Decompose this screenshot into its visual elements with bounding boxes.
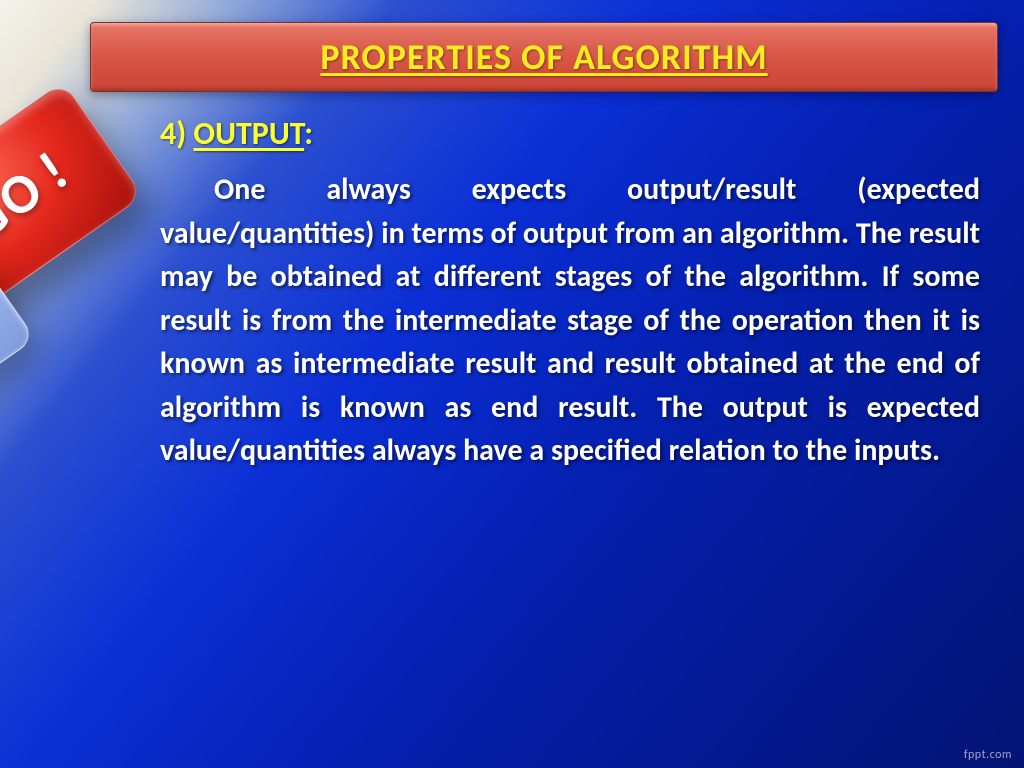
- section-heading: 4) OUTPUT:: [160, 114, 313, 153]
- watermark: fppt.com: [964, 748, 1012, 762]
- section-number: 4): [160, 114, 186, 153]
- title-banner: PROPERTIES OF ALGORITHM: [90, 22, 998, 92]
- go-text: GO: [0, 154, 58, 255]
- decor-key-blue-2: [0, 232, 36, 453]
- slide-title: PROPERTIES OF ALGORITHM: [320, 35, 767, 79]
- section-trailing: :: [304, 114, 313, 153]
- decor-go-key: GO!: [0, 81, 143, 313]
- go-excl: !: [27, 136, 83, 204]
- section-label: OUTPUT: [193, 114, 304, 153]
- go-label: GO!: [0, 136, 83, 255]
- slide: GO! PROPERTIES OF ALGORITHM 4) OUTPUT: O…: [0, 0, 1024, 768]
- body-paragraph: One always expects output/result (expect…: [160, 168, 980, 473]
- decor-key-blue-1: [0, 61, 1, 282]
